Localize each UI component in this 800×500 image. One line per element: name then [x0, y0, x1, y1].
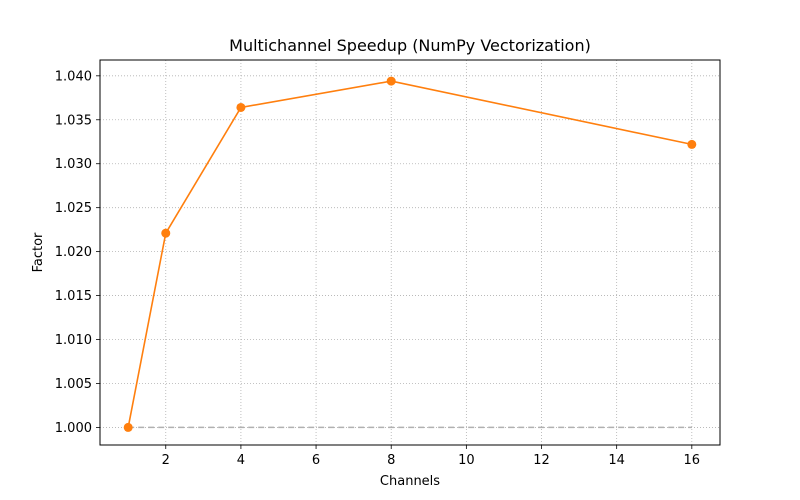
- y-tick-label: 1.000: [55, 421, 92, 436]
- x-tick-label: 14: [608, 453, 625, 468]
- data-point: [236, 102, 246, 112]
- plot-frame: [99, 59, 721, 446]
- data-point: [687, 139, 697, 149]
- y-tick-label: 1.025: [55, 201, 92, 216]
- series-line: [127, 80, 692, 428]
- y-tick-label: 1.005: [55, 377, 92, 392]
- data-point: [386, 76, 396, 86]
- y-tick-label: 1.010: [55, 333, 92, 348]
- x-tick-label: 6: [312, 453, 320, 468]
- chart-title: Multichannel Speedup (NumPy Vectorizatio…: [229, 36, 591, 55]
- y-tick-label: 1.015: [55, 289, 92, 304]
- data-point: [123, 422, 133, 432]
- x-tick-label: 10: [458, 453, 475, 468]
- y-tick-label: 1.035: [55, 113, 92, 128]
- y-axis-label: Factor: [31, 232, 46, 272]
- x-tick-label: 2: [162, 453, 170, 468]
- x-tick-label: 4: [237, 453, 245, 468]
- x-tick-label: 8: [387, 453, 395, 468]
- x-tick-label: 12: [533, 453, 550, 468]
- series-layer: [123, 76, 697, 432]
- y-tick-label: 1.040: [55, 69, 92, 84]
- x-tick-label: 16: [684, 453, 701, 468]
- grid: [100, 60, 720, 445]
- x-axis: 2 4 6 8 10 12 14 16: [162, 445, 700, 468]
- data-point: [161, 228, 171, 238]
- y-axis: 1.000 1.005 1.010 1.015 1.020 1.025 1.030 1.035…: [55, 69, 100, 436]
- x-axis-label: Channels: [380, 474, 440, 489]
- y-tick-label: 1.030: [55, 157, 92, 172]
- y-tick-label: 1.020: [55, 245, 92, 260]
